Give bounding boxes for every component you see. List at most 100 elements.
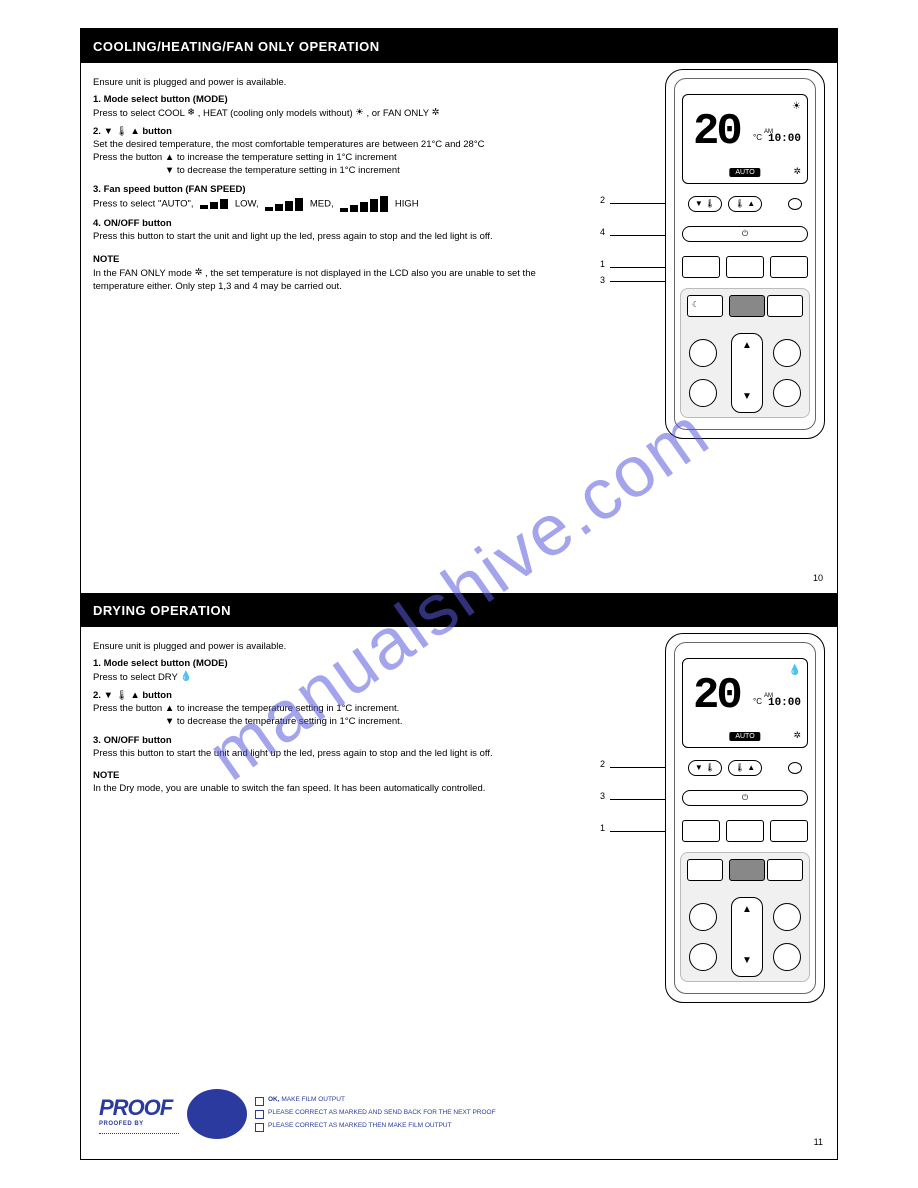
fan-low-icon: [200, 199, 228, 209]
aux-button[interactable]: [788, 198, 802, 210]
proof-logo: PROOF: [99, 1095, 179, 1121]
s2-step1-heading: Mode select button (MODE): [104, 658, 228, 669]
s2-note-body: In the Dry mode, you are unable to switc…: [93, 783, 485, 794]
high-label: HIGH: [395, 199, 419, 210]
aux-button-2[interactable]: [788, 762, 802, 774]
checkbox-icon-2[interactable]: [255, 1110, 264, 1119]
lcd-mode-icon: ☀: [792, 101, 801, 112]
section2-intro: Ensure unit is plugged and power is avai…: [93, 641, 579, 654]
lcd-auto: AUTO: [729, 168, 760, 177]
section1-titlebar: COOLING/HEATING/FAN ONLY OPERATION: [81, 29, 837, 63]
mode-button-2[interactable]: [682, 820, 720, 842]
s2-step3-heading: ON/OFF button: [104, 735, 172, 746]
temp-up-button-2[interactable]: 🌡 ▲: [728, 760, 762, 776]
proof-block: PROOF PROOFED BY OK, MAKE FILM OUTPUT PL…: [99, 1089, 496, 1139]
dpad-down-icon: ▼: [732, 391, 762, 402]
round-btn-l1b[interactable]: [689, 903, 717, 931]
proof-sub: PROOFED BY: [99, 1121, 179, 1127]
fanspeed-button-2[interactable]: [726, 820, 764, 842]
section1-step1: 1. Mode select button (MODE) Press to se…: [93, 94, 579, 121]
s2-step3-body: Press this button to start the unit and …: [93, 748, 493, 759]
step1-body-pre: Press to select COOL: [93, 108, 187, 119]
s2-step1-body: Press to select DRY: [93, 672, 178, 683]
panel-btn-3b[interactable]: [767, 859, 803, 881]
droplet-icon: 💧: [180, 671, 192, 684]
temp-down-button-2[interactable]: ▼ 🌡: [688, 760, 722, 776]
temp-buttons-row-2: ▼ 🌡 🌡 ▲: [688, 760, 762, 776]
s2-step2-heading: button: [142, 690, 172, 701]
checkbox-icon-3[interactable]: [255, 1123, 264, 1132]
round-btn-l1[interactable]: [689, 339, 717, 367]
s2-step2-body1: Press the button: [93, 703, 162, 714]
step4-body: Press this button to start the unit and …: [93, 231, 493, 242]
proof-logo-col: PROOF PROOFED BY: [99, 1095, 179, 1134]
step4-heading: ON/OFF button: [104, 218, 172, 229]
temp-down-button[interactable]: ▼ 🌡: [688, 196, 722, 212]
step1-label: 1.: [93, 94, 101, 105]
s2-step2-label: 2.: [93, 690, 101, 701]
temp-up-button[interactable]: 🌡 ▲: [728, 196, 762, 212]
panel-btn-1[interactable]: ☾: [687, 295, 723, 317]
section2-pagenum: 11: [814, 1137, 823, 1147]
round-btn-r2b[interactable]: [773, 943, 801, 971]
lower-panel-2: ▲ ▼: [680, 852, 810, 982]
note-heading: NOTE: [93, 254, 119, 265]
s2-leader-1-num: 2: [600, 759, 605, 769]
panel-btn-2[interactable]: [729, 295, 765, 317]
remote-diagram-2: 2 3 1 💧 20 °C AM 10:00 AUTO ✲ ▼ 🌡 🌡 ▲: [665, 633, 825, 1003]
step1-body-mid: , HEAT (cooling only models without): [198, 108, 356, 119]
mode-button[interactable]: [682, 256, 720, 278]
section1-title: COOLING/HEATING/FAN ONLY OPERATION: [93, 39, 380, 54]
section1-step2: 2. ▼ 🌡 ▲ button Set the desired temperat…: [93, 126, 579, 177]
remote-lcd: ☀ 20 °C AM 10:00 AUTO ✲: [682, 94, 808, 184]
dpad-down-icon-2: ▼: [732, 955, 762, 966]
panel-btn-3[interactable]: [767, 295, 803, 317]
step3-body-pre: Press to select "AUTO",: [93, 199, 196, 210]
down-arrow-icon-2: ▼: [165, 716, 174, 727]
panel-btn-1b[interactable]: [687, 859, 723, 881]
round-btn-r1[interactable]: [773, 339, 801, 367]
lcd-fan-icon: ✲: [793, 166, 801, 177]
leader-4-num: 3: [600, 275, 605, 285]
step2-body2: Press the button: [93, 152, 162, 163]
remote-lcd-2: 💧 20 °C AM 10:00 AUTO ✲: [682, 658, 808, 748]
fanspeed-button[interactable]: [726, 256, 764, 278]
step1-body-mid2: , or FAN ONLY: [366, 108, 431, 119]
step3-heading: Fan speed button (FAN SPEED): [104, 184, 246, 195]
section2-note: NOTE In the Dry mode, you are unable to …: [93, 770, 579, 796]
dpad-up-icon-2: ▲: [732, 904, 762, 915]
panel-btn-2b[interactable]: [729, 859, 765, 881]
lcd-temp: 20: [693, 107, 740, 157]
proof-signature-line: [99, 1133, 179, 1134]
dpad[interactable]: ▲ ▼: [731, 333, 763, 413]
up-arrow-icon-2: ▲: [165, 703, 174, 714]
section2-title: DRYING OPERATION: [93, 603, 231, 618]
step2-body1: Set the desired temperature, the most co…: [93, 139, 485, 150]
round-btn-r1b[interactable]: [773, 903, 801, 931]
swing-button[interactable]: [770, 256, 808, 278]
round-btn-l2b[interactable]: [689, 943, 717, 971]
section2-content: Ensure unit is plugged and power is avai…: [81, 627, 591, 816]
lcd-time: 10:00: [768, 133, 801, 145]
dpad-2[interactable]: ▲ ▼: [731, 897, 763, 977]
round-btn-r2[interactable]: [773, 379, 801, 407]
checkbox-icon[interactable]: [255, 1097, 264, 1106]
section2-step3: 3. ON/OFF button Press this button to st…: [93, 735, 579, 761]
temp-arrows-icon-2: ▼ 🌡 ▲: [104, 690, 140, 701]
mode-row: [682, 256, 808, 278]
power-button-2[interactable]: ⏻: [682, 790, 808, 806]
swing-button-2[interactable]: [770, 820, 808, 842]
lcd-time-2: 10:00: [768, 697, 801, 709]
proof-check-2: PLEASE CORRECT AS MARKED AND SEND BACK F…: [255, 1109, 496, 1119]
power-button[interactable]: ⏻: [682, 226, 808, 242]
section1-intro: Ensure unit is plugged and power is avai…: [93, 77, 579, 90]
temp-arrows-icon: ▼ 🌡 ▲: [104, 126, 140, 137]
round-btn-l2[interactable]: [689, 379, 717, 407]
lcd-temp-2: 20: [693, 671, 740, 721]
step2-body4: to decrease the temperature setting in 1…: [177, 165, 400, 176]
proof-check-3: PLEASE CORRECT AS MARKED THEN MAKE FILM …: [255, 1122, 496, 1132]
s2-step2-body3: to decrease the temperature setting in 1…: [177, 716, 403, 727]
remote-diagram-1: 2 4 1 3 ☀ 20 °C AM 10:00 AUTO ✲: [665, 69, 825, 439]
temp-buttons-row: ▼ 🌡 🌡 ▲: [688, 196, 762, 212]
section1-content: Ensure unit is plugged and power is avai…: [81, 63, 591, 313]
